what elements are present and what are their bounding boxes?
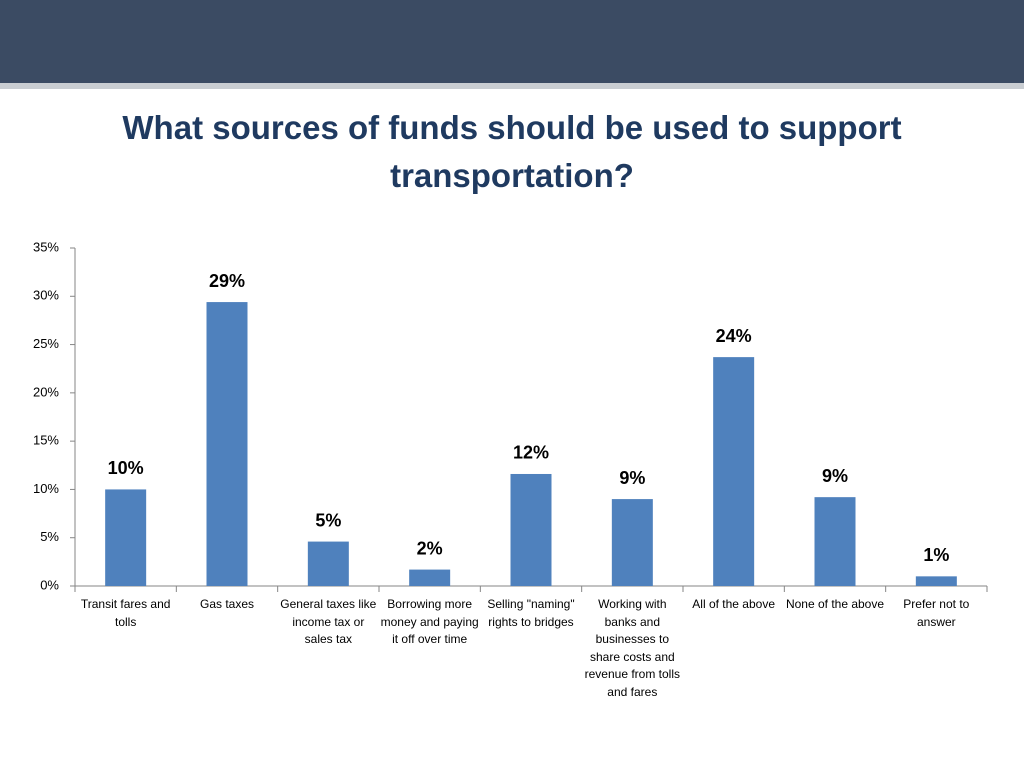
y-tick-label: 25%: [33, 336, 59, 351]
x-tick-label: None of the above: [785, 597, 885, 611]
data-label: 2%: [417, 538, 443, 558]
data-label: 5%: [315, 510, 341, 530]
y-tick-label: 30%: [33, 288, 59, 303]
data-label: 12%: [513, 443, 549, 463]
bar: [409, 569, 451, 586]
x-tick-label: Gas taxes: [199, 597, 255, 611]
y-tick-label: 5%: [40, 529, 59, 544]
data-label: 9%: [822, 466, 848, 486]
bar: [713, 357, 755, 586]
y-tick-label: 20%: [33, 384, 59, 399]
data-label: 10%: [108, 458, 144, 478]
x-tick-label: Prefer not to answer: [903, 597, 970, 629]
x-tick-label: Borrowing more money and paying it off o…: [380, 597, 479, 646]
bar: [611, 499, 653, 586]
y-tick-label: 10%: [33, 481, 59, 496]
y-tick-label: 15%: [33, 433, 59, 448]
x-tick-label: Working with banks and businesses to sha…: [584, 597, 681, 699]
header-bar: [0, 0, 1024, 89]
bar: [814, 497, 856, 586]
x-tick-label: General taxes like income tax or sales t…: [280, 597, 377, 646]
x-tick-label: All of the above: [692, 597, 776, 611]
y-tick-label: 0%: [40, 577, 59, 592]
data-label: 1%: [923, 545, 949, 565]
data-label: 24%: [716, 326, 752, 346]
chart-title: What sources of funds should be used to …: [122, 109, 902, 194]
bar: [206, 302, 248, 586]
data-label: 29%: [209, 271, 245, 291]
data-label: 9%: [619, 468, 645, 488]
bar: [307, 541, 349, 586]
bar: [915, 576, 957, 586]
x-tick-label: Selling "naming" rights to bridges: [487, 597, 575, 629]
x-tick-label: Transit fares and tolls: [80, 597, 171, 629]
y-tick-label: 35%: [33, 239, 59, 254]
bar: [510, 473, 552, 586]
bar: [105, 489, 147, 586]
